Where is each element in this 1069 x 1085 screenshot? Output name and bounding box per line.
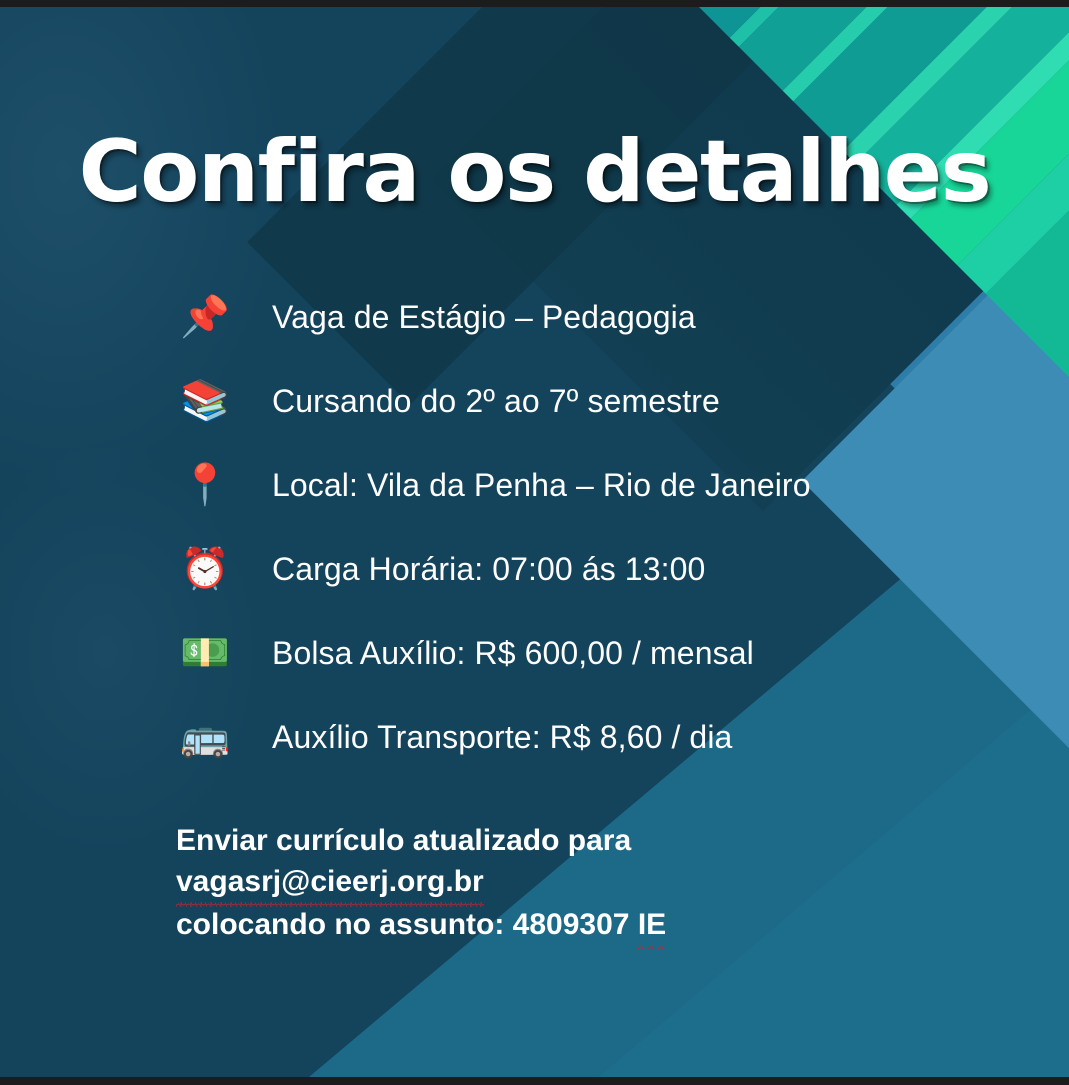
- list-item-label: Local: Vila da Penha – Rio de Janeiro: [272, 466, 811, 503]
- alarm-clock-icon: ⏰: [180, 546, 230, 592]
- subject-instruction: colocando no assunto: 4809307: [176, 908, 638, 941]
- list-item-label: Carga Horária: 07:00 ás 13:00: [272, 550, 706, 587]
- list-item: 🚌 Auxílio Transporte: R$ 8,60 / dia: [176, 695, 936, 779]
- letterbox-bottom: [0, 1077, 1069, 1085]
- location-pin-icon: 📍: [180, 462, 230, 508]
- bus-icon: 🚌: [180, 714, 230, 760]
- page-title: Confira os detalhes: [78, 122, 992, 222]
- letterbox-top: [0, 0, 1069, 7]
- list-item: 📌 Vaga de Estágio – Pedagogia: [176, 275, 936, 359]
- list-item-label: Auxílio Transporte: R$ 8,60 / dia: [272, 718, 733, 755]
- list-item: 📍 Local: Vila da Penha – Rio de Janeiro: [176, 443, 936, 527]
- instruction-line-2: vagasrj@cieerj.org.br: [176, 861, 666, 907]
- list-item: ⏰ Carga Horária: 07:00 ás 13:00: [176, 527, 936, 611]
- list-item: 📚 Cursando do 2º ao 7º semestre: [176, 359, 936, 443]
- books-icon: 📚: [180, 378, 230, 424]
- slide-canvas: Confira os detalhes 📌 Vaga de Estágio – …: [0, 7, 1069, 1077]
- money-banknote-icon: 💵: [180, 630, 230, 676]
- list-item: 💵 Bolsa Auxílio: R$ 600,00 / mensal: [176, 611, 936, 695]
- list-item-label: Cursando do 2º ao 7º semestre: [272, 382, 720, 419]
- instruction-line-1: Enviar currículo atualizado para: [176, 824, 632, 857]
- email-address[interactable]: vagasrj@cieerj.org.br: [176, 861, 484, 907]
- pushpin-icon: 📌: [180, 294, 230, 340]
- subject-code: IE: [637, 904, 667, 950]
- list-item-label: Vaga de Estágio – Pedagogia: [272, 298, 696, 335]
- details-list: 📌 Vaga de Estágio – Pedagogia 📚 Cursando…: [176, 275, 936, 779]
- instruction-line-3: colocando no assunto: 4809307 IE: [176, 904, 667, 950]
- application-instructions: Enviar currículo atualizado para vagasrj…: [176, 820, 667, 950]
- list-item-label: Bolsa Auxílio: R$ 600,00 / mensal: [272, 634, 754, 671]
